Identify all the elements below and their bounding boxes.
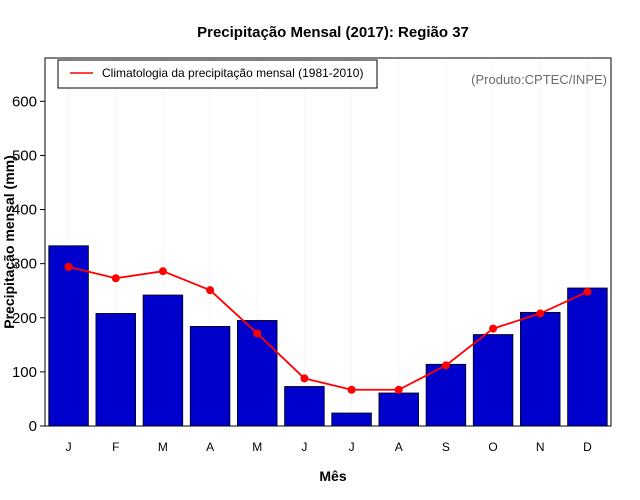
x-tick-label: F (112, 440, 119, 454)
legend: Climatologia da precipitação mensal (198… (57, 59, 378, 89)
y-tick-label: 100 (12, 364, 37, 381)
y-tick-label: 0 (29, 418, 37, 435)
x-tick-label: M (158, 440, 168, 454)
climatology-point-1 (64, 262, 73, 271)
x-tick-label: J (301, 440, 307, 454)
bar-12 (567, 287, 608, 427)
x-tick-label: D (583, 440, 592, 454)
bar-1 (48, 245, 89, 427)
climatology-line (68, 266, 588, 391)
climatology-point-11 (536, 309, 545, 318)
climatology-point-7 (347, 385, 356, 394)
climatology-point-10 (489, 324, 498, 333)
x-tick-label: S (442, 440, 450, 454)
climatology-point-4 (206, 286, 215, 295)
bar-5 (237, 320, 278, 427)
y-tick-label: 400 (12, 202, 37, 219)
climatology-point-5 (253, 329, 262, 338)
bar-4 (189, 326, 231, 427)
chart-title: Precipitação Mensal (2017): Região 37 (197, 24, 469, 41)
climatology-point-3 (158, 267, 167, 276)
y-axis-title: Precipitação mensal (mm) (1, 155, 17, 329)
bar-7 (331, 412, 372, 427)
climatology-point-2 (111, 274, 120, 283)
x-tick-label: J (66, 440, 72, 454)
climatology-point-8 (394, 385, 403, 394)
bar-2 (95, 313, 136, 427)
grid-lines (68, 58, 588, 426)
bar-3 (142, 294, 184, 427)
y-tick-label: 300 (12, 256, 37, 273)
credit-text: (Produto:CPTEC/INPE) (471, 72, 607, 87)
climatology-point-6 (300, 374, 309, 383)
bar-8 (378, 392, 419, 427)
x-tick-label: O (488, 440, 497, 454)
x-tick-label: N (536, 440, 545, 454)
bars-series (48, 245, 608, 427)
x-tick-label: M (252, 440, 262, 454)
climatology-series (64, 262, 592, 394)
climatology-point-12 (583, 287, 592, 296)
legend-label: Climatologia da precipitação mensal (198… (102, 66, 363, 80)
bar-11 (520, 311, 561, 427)
legend-box (57, 59, 378, 89)
x-tick-label: A (206, 440, 214, 454)
climatology-point-9 (441, 361, 450, 370)
x-axis-title: Mês (319, 468, 346, 484)
x-tick-label: J (349, 440, 355, 454)
y-tick-label: 500 (12, 147, 37, 164)
bar-6 (284, 386, 325, 427)
y-tick-label: 600 (12, 93, 37, 110)
x-tick-label: A (395, 440, 403, 454)
y-axis: 0 100 200 300 400 500 600 (12, 93, 45, 435)
bar-10 (472, 334, 514, 427)
plot-frame (44, 57, 612, 427)
y-tick-label: 200 (12, 310, 37, 327)
